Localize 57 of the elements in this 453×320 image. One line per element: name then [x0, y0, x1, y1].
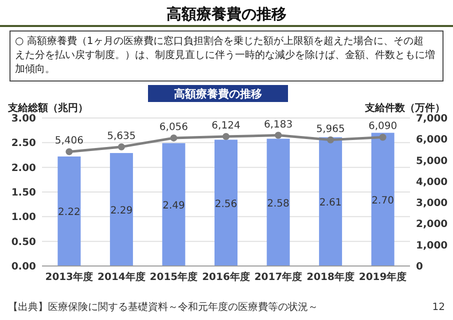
y-tick-label: 0.50 [11, 236, 36, 248]
data-label: 2.61 [319, 198, 342, 209]
data-label: 2.58 [267, 198, 290, 210]
bar [110, 153, 133, 266]
y-tick-label: 3.00 [11, 114, 36, 124]
bar [162, 143, 186, 266]
y-tick-label: 0.00 [11, 262, 36, 272]
y2-tick-label: 4,000 [416, 176, 448, 188]
chart-subtitle: ○ 高額療養費（1ヶ月の医療費に窓口負担割合を乗じた額が上限額を超えた場合に、その超えた分を払い戻す制度。）は、制度見直しに伴う一時的な減少を除けば、金額、件数ともに増加傾向。 [15, 35, 435, 75]
y2-tick-label: 6,000 [416, 134, 448, 146]
y-tick-label: 1.00 [11, 212, 36, 224]
text: 12 [432, 302, 445, 313]
bar [214, 140, 238, 266]
y2-tick-label: 1,000 [416, 240, 448, 252]
point [222, 133, 230, 140]
y2-axis-title: 支給件数（万件） [364, 102, 445, 114]
bar [58, 156, 81, 266]
x-tick-label: 2017年度 [254, 271, 302, 283]
data-label: 2.56 [214, 198, 238, 210]
data-label: 6,124 [212, 120, 240, 132]
data-label: 6,056 [159, 122, 188, 133]
data-label: 5,635 [107, 130, 136, 142]
y2-tick-label: 0 [416, 262, 423, 272]
x-tick-label: 2013年度 [45, 271, 94, 283]
data-label: 2.29 [110, 206, 133, 217]
y-tick-label: 2.50 [11, 138, 36, 150]
bar [371, 132, 394, 266]
y2-tick-label: 5,000 [416, 156, 448, 167]
x-tick-label: 2018年度 [306, 271, 354, 283]
x-tick-label: 2019年度 [358, 271, 407, 283]
y2-tick-label: 3,000 [416, 198, 448, 210]
x-tick-label: 2016年度 [202, 271, 250, 283]
point [274, 132, 282, 139]
text: 高額療養費の推移 [174, 88, 262, 100]
data-label: 2.22 [58, 207, 80, 218]
data-label: 2.49 [162, 200, 185, 212]
data-label: 2.70 [372, 195, 394, 206]
point [379, 134, 386, 141]
data-label: 6,183 [264, 119, 293, 130]
point [118, 143, 125, 150]
data-label: 5,406 [54, 136, 84, 147]
x-tick-label: 2014年度 [98, 271, 146, 283]
y2-tick-label: 7,000 [416, 114, 448, 124]
text: 【出典】医療保険に関する基礎資料～令和元年度の医療費等の状況～ [8, 301, 318, 313]
bar [319, 137, 342, 266]
chart-title: 高額療養費の推移 [166, 5, 286, 23]
data-label: 5,965 [316, 124, 345, 135]
data-label: 6,090 [368, 121, 398, 132]
point [66, 148, 73, 156]
point [327, 136, 334, 144]
x-tick-label: 2015年度 [150, 271, 198, 283]
y-axis-title: 支給総額（兆円） [7, 102, 88, 114]
y-tick-label: 1.50 [11, 188, 36, 198]
y-tick-label: 2.00 [11, 162, 36, 174]
y2-tick-label: 2,000 [416, 219, 448, 230]
point [170, 134, 178, 142]
bar [266, 138, 290, 266]
